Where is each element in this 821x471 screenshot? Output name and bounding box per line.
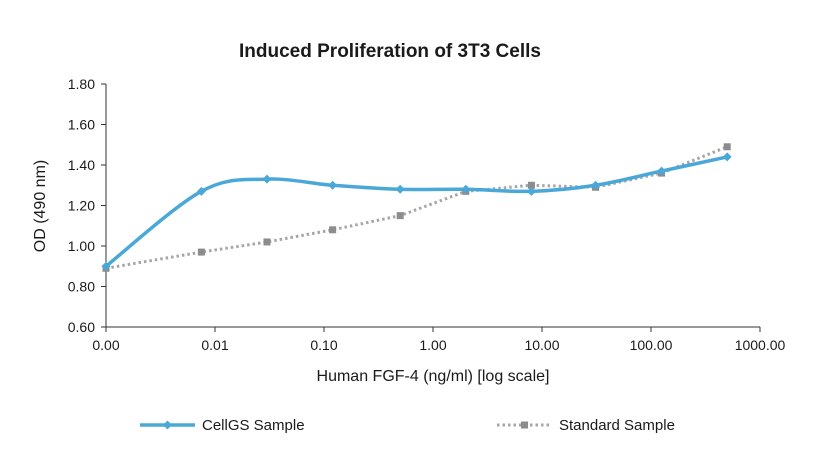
- legend: CellGS Sample Standard Sample: [140, 417, 675, 434]
- data-point: [723, 143, 731, 151]
- data-point: [657, 166, 667, 176]
- x-ticks: 0.00 0.01 0.10 1.00 10.00 100.00 1000.00: [92, 327, 786, 353]
- x-tick-label: 0.00: [92, 337, 119, 353]
- y-axis-label: OD (490 nm): [32, 160, 49, 252]
- y-tick-label: 1.40: [68, 157, 95, 173]
- y-tick-label: 0.60: [68, 319, 95, 335]
- data-point: [328, 180, 338, 190]
- data-point: [263, 238, 271, 246]
- data-point: [591, 180, 601, 190]
- x-tick-label: 1.00: [419, 337, 446, 353]
- legend-item: Standard Sample: [497, 417, 675, 434]
- data-point: [527, 181, 535, 189]
- data-point: [197, 248, 205, 256]
- x-tick-label: 10.00: [524, 337, 559, 353]
- x-tick-label: 0.01: [201, 337, 228, 353]
- x-tick-label: 100.00: [630, 337, 673, 353]
- x-tick-label: 0.10: [310, 337, 337, 353]
- y-tick-label: 1.20: [68, 198, 95, 214]
- data-point: [101, 261, 111, 271]
- data-point: [262, 174, 272, 184]
- data-point: [396, 212, 404, 220]
- y-ticks: 0.60 0.80 1.00 1.20 1.40 1.60 1.80: [68, 76, 106, 335]
- chart-title: Induced Proliferation of 3T3 Cells: [239, 41, 541, 62]
- y-tick-label: 1.00: [68, 238, 95, 254]
- y-tick-label: 0.80: [68, 279, 95, 295]
- y-tick-label: 1.60: [68, 117, 95, 133]
- legend-marker: [521, 421, 528, 429]
- series-layer: [101, 143, 732, 272]
- data-point: [526, 186, 536, 196]
- data-point: [461, 184, 471, 194]
- legend-label: Standard Sample: [559, 417, 675, 434]
- series-cellgs-sample: [101, 152, 732, 271]
- data-point: [722, 152, 732, 162]
- data-point: [196, 186, 206, 196]
- x-axis-label: Human FGF-4 (ng/ml) [log scale]: [317, 368, 550, 385]
- series-standard-sample: [102, 143, 731, 272]
- data-point: [395, 184, 405, 194]
- x-tick-label: 1000.00: [735, 337, 786, 353]
- legend-marker: [163, 420, 172, 430]
- legend-label: CellGS Sample: [202, 417, 305, 434]
- legend-item: CellGS Sample: [140, 417, 305, 434]
- y-tick-label: 1.80: [68, 76, 95, 92]
- series-line: [104, 155, 728, 268]
- data-point: [329, 226, 337, 234]
